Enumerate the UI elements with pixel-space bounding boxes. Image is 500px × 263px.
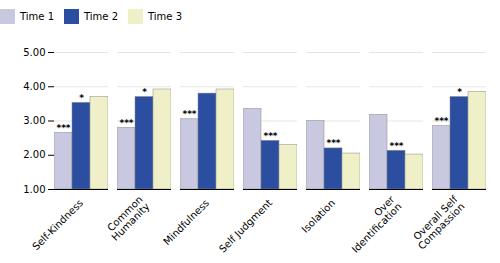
svg-text:OverIdentification: OverIdentification [342,193,404,255]
svg-text:3.00: 3.00 [23,115,45,126]
svg-text:*: * [142,87,147,97]
svg-text:2.00: 2.00 [23,149,45,160]
svg-text:***: *** [326,138,340,148]
svg-text:***: *** [182,109,196,119]
svg-text:***: *** [263,131,277,141]
svg-text:4.00: 4.00 [23,81,45,92]
svg-text:Self Judgment: Self Judgment [217,197,274,254]
html-text:Time 2: Time 2 [84,11,118,22]
svg-text:***: *** [119,118,133,128]
html-text:Time 1: Time 1 [20,11,54,22]
svg-text:Mindfulness: Mindfulness [161,197,211,247]
svg-text:***: *** [56,123,70,133]
svg-text:*: * [79,93,84,103]
svg-text:5.00: 5.00 [23,47,45,58]
svg-text:Self-Kindness: Self-Kindness [30,197,85,252]
svg-text:***: *** [434,116,448,126]
html-text:Time 3: Time 3 [148,11,182,22]
svg-text:Isolation: Isolation [299,197,337,235]
svg-text:Overall SelfCompassion: Overall SelfCompassion [409,193,467,251]
svg-text:*: * [457,87,462,97]
svg-text:1.00: 1.00 [23,184,45,195]
svg-text:CommonHumanity: CommonHumanity [102,194,151,243]
svg-text:***: *** [389,141,403,151]
